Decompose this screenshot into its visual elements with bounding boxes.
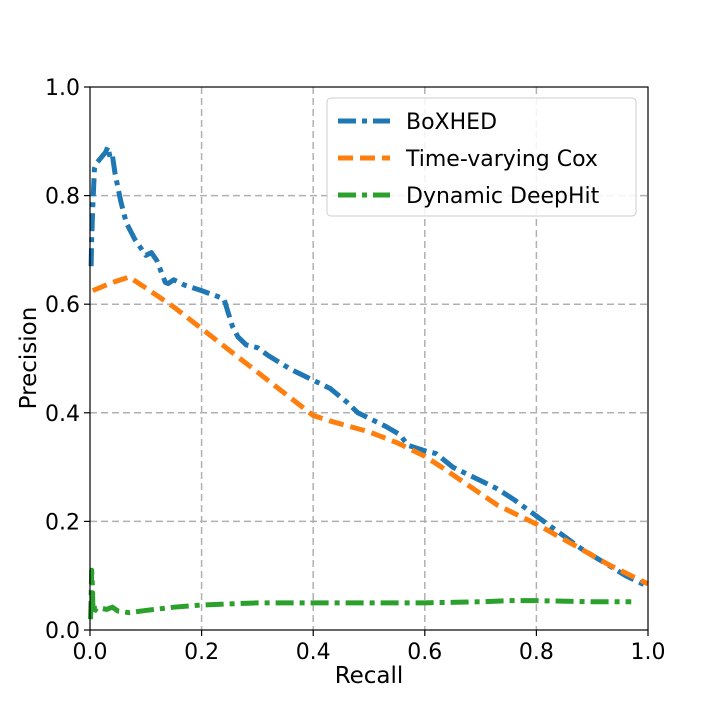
y-axis-title: Precision — [16, 307, 42, 410]
series-line-boxhed — [88, 144, 649, 588]
y-tick-label: 0.2 — [45, 510, 80, 535]
x-tick-label: 0.8 — [519, 640, 554, 665]
axis-ticks: 0.0 0.2 0.4 0.6 0.8 1.0 0.0 0.2 0.4 0.6 0.8 1.0 — [45, 76, 666, 665]
legend-box — [326, 97, 637, 217]
y-tick-label: 0.0 — [45, 619, 80, 644]
x-tick-label: 0.6 — [407, 640, 442, 665]
y-tick-label: 0.4 — [45, 402, 80, 427]
y-tick-label: 0.8 — [45, 185, 80, 210]
series-line-time-varying-cox — [91, 274, 650, 587]
plot-frame — [89, 86, 649, 631]
legend-label-time-varying-cox: Time-varying Cox — [405, 147, 598, 172]
y-tick-label: 1.0 — [45, 76, 80, 101]
legend: BoXHED Time-varying Cox Dynamic DeepHit — [326, 97, 637, 217]
x-tick-label: 0.4 — [296, 640, 331, 665]
series-lines — [88, 144, 650, 620]
x-tick-label: 1.0 — [631, 640, 666, 665]
x-tick-label: 0.2 — [184, 640, 219, 665]
series-line-dynamic-deephit — [88, 567, 632, 620]
legend-label-dynamic-deephit: Dynamic DeepHit — [406, 184, 600, 209]
x-axis-title: Recall — [335, 663, 404, 689]
legend-label-boxhed: BoXHED — [406, 110, 497, 135]
y-tick-label: 0.6 — [45, 293, 80, 318]
x-tick-label: 0.0 — [73, 640, 108, 665]
